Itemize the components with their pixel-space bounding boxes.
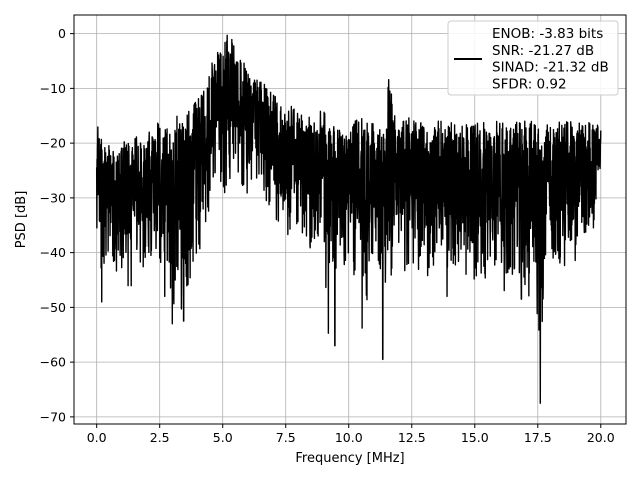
legend-sinad: SINAD: -21.32 dB: [492, 60, 609, 76]
x-tick-label: 17.5: [524, 430, 552, 445]
axes-frame: [73, 14, 627, 425]
y-tick-label: −40: [40, 245, 66, 260]
x-tick-label: 2.5: [150, 430, 170, 445]
psd-line: [95, 34, 602, 404]
x-tick-label: 0.0: [87, 430, 107, 445]
psd-series: [95, 34, 602, 404]
legend-enob: ENOB: -3.83 bits: [492, 26, 603, 42]
y-tick-label: −60: [40, 355, 66, 370]
legend-snr: SNR: -21.27 dB: [492, 43, 594, 59]
x-axis-label: Frequency [MHz]: [295, 451, 404, 466]
y-axis-label: PSD [dB]: [14, 191, 29, 249]
x-tick-label: 12.5: [398, 430, 426, 445]
x-tick-label: 5.0: [213, 430, 233, 445]
y-tick-label: −30: [40, 190, 66, 205]
legend: ENOB: -3.83 bits SNR: -21.27 dB SINAD: -…: [447, 20, 619, 96]
y-axis-ticks: 0 −10 −20 −30 −40 −50 −60 −70: [40, 26, 74, 424]
x-tick-label: 20.0: [587, 430, 615, 445]
x-axis-ticks: 0.0 2.5 5.0 7.5 10.0 12.5 15.0 17.5 20.0: [87, 424, 615, 445]
legend-sfdr: SFDR: 0.92: [492, 76, 567, 92]
y-tick-label: −10: [40, 81, 66, 96]
y-tick-label: −70: [40, 409, 66, 424]
x-tick-label: 15.0: [461, 430, 489, 445]
y-tick-label: 0: [58, 26, 66, 41]
y-tick-label: −50: [40, 300, 66, 315]
x-tick-label: 10.0: [335, 430, 363, 445]
legend-box: [447, 20, 619, 96]
y-tick-label: −20: [40, 136, 66, 151]
x-tick-label: 7.5: [276, 430, 296, 445]
